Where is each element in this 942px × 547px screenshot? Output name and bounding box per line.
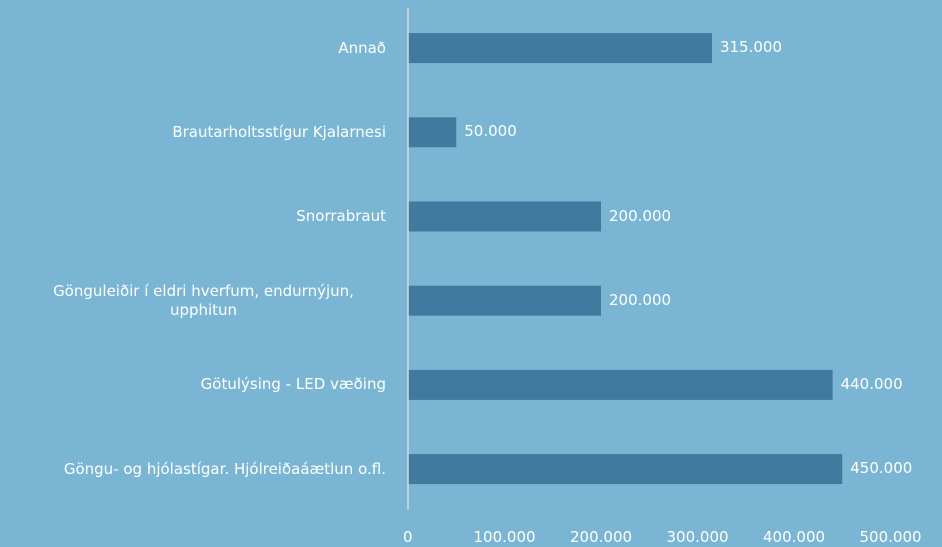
value-label: 450.000 (850, 459, 913, 478)
value-label: 50.000 (464, 122, 517, 141)
x-tick-label: 300.000 (666, 528, 729, 546)
value-label: 200.000 (609, 290, 672, 309)
value-label: 200.000 (609, 206, 672, 225)
category-label: Brautarholtsstígur Kjalarnesi (172, 122, 386, 141)
bar (408, 33, 712, 64)
value-label: 440.000 (840, 374, 903, 393)
category-label-box: Brautarholtsstígur Kjalarnesi (172, 102, 386, 162)
category-label-box: Göngu- og hjólastígar. Hjólreiðaáætlun o… (64, 439, 386, 499)
bar (408, 201, 601, 232)
category-label: Annað (338, 38, 386, 57)
x-tick-label: 0 (403, 528, 413, 546)
x-tick-label: 500.000 (859, 528, 922, 546)
category-label-box: Annað (338, 18, 386, 78)
x-tick-label: 400.000 (763, 528, 826, 546)
bar (408, 369, 833, 400)
category-label: Götulýsing - LED væðing (200, 375, 386, 394)
category-label-box: Snorrabraut (296, 187, 386, 247)
category-label-box: Gönguleiðir í eldri hverfum, endurnýjun,… (21, 271, 386, 331)
x-tick-label: 200.000 (570, 528, 633, 546)
bar (408, 285, 601, 316)
category-label: Göngu- og hjólastígar. Hjólreiðaáætlun o… (63, 459, 386, 478)
category-label: Gönguleiðir í eldri hverfum, endurnýjun,… (53, 281, 354, 319)
x-tick-label: 100.000 (473, 528, 536, 546)
category-label: Snorrabraut (296, 207, 386, 225)
category-label-box: Götulýsing - LED væðing (201, 355, 386, 415)
bar (408, 117, 457, 148)
bar (408, 454, 843, 485)
value-label: 315.000 (719, 38, 782, 57)
